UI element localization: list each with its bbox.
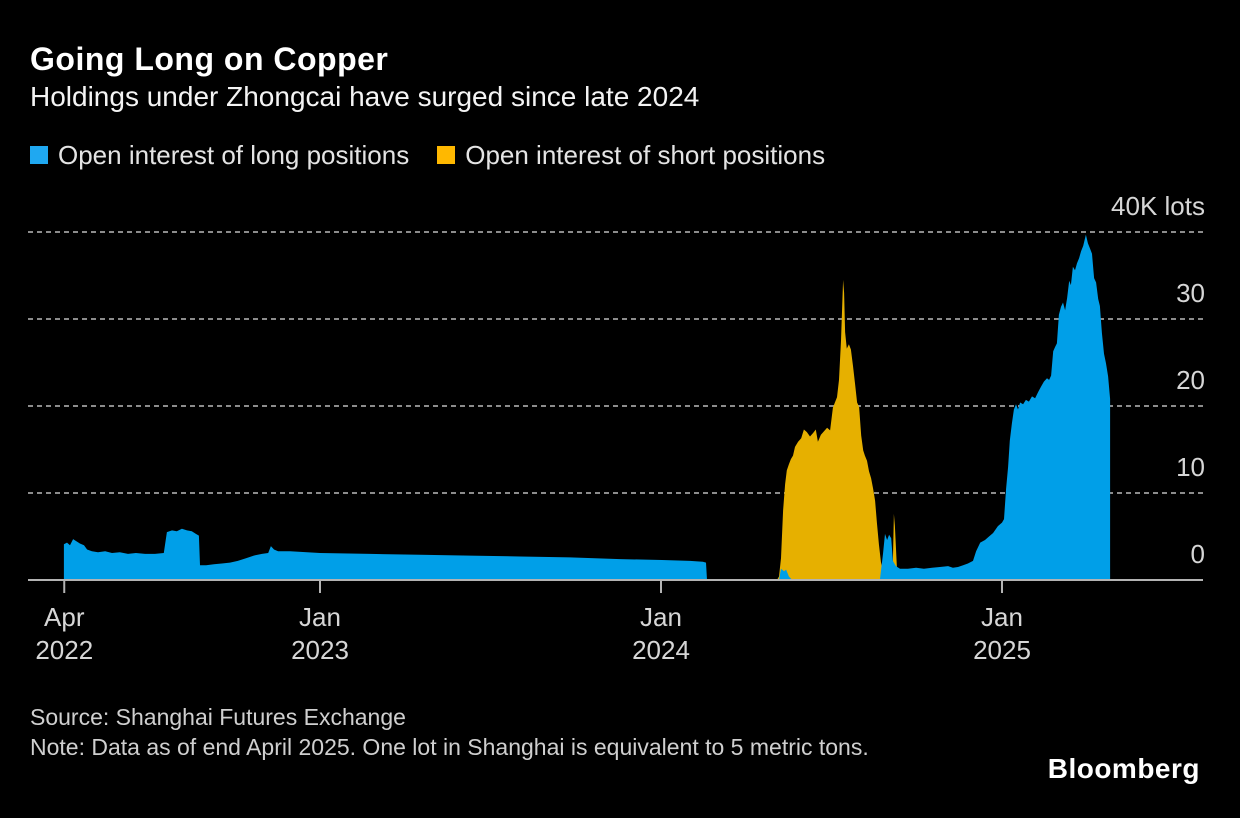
legend-item-long: Open interest of long positions (30, 142, 409, 168)
legend-item-short: Open interest of short positions (437, 142, 825, 168)
x-tick-year: 2023 (291, 635, 349, 665)
x-tick-label: Jan 2025 (922, 601, 1082, 667)
x-tick-month: Jan (640, 602, 682, 632)
x-tick-year: 2024 (632, 635, 690, 665)
x-tick-label: Apr 2022 (0, 601, 144, 667)
x-tick-month: Jan (981, 602, 1023, 632)
data-note: Note: Data as of end April 2025. One lot… (30, 734, 869, 760)
legend-swatch-long-icon (30, 146, 48, 164)
x-tick-year: 2022 (35, 635, 94, 665)
x-tick-month: Jan (299, 602, 341, 632)
short-series-area (776, 279, 903, 580)
legend: Open interest of long positions Open int… (30, 142, 825, 168)
source-note: Source: Shanghai Futures Exchange (30, 704, 406, 730)
chart-title: Going Long on Copper (30, 41, 389, 77)
footer: Source: Shanghai Futures Exchange Note: … (30, 702, 869, 762)
x-tick-label: Jan 2024 (581, 601, 741, 667)
legend-label-long: Open interest of long positions (58, 140, 410, 170)
y-tick-label: 40K lots (1111, 191, 1205, 221)
y-tick-label: 20 (1176, 365, 1205, 395)
chart-subtitle: Holdings under Zhongcai have surged sinc… (30, 81, 700, 112)
y-tick-label: 10 (1176, 452, 1205, 482)
y-tick-label: 30 (1176, 278, 1205, 308)
y-tick-label: 0 (1190, 539, 1205, 569)
bloomberg-logo: Bloomberg (1047, 753, 1200, 784)
x-tick-label: Jan 2023 (240, 601, 400, 667)
legend-label-short: Open interest of short positions (465, 140, 826, 170)
long-series-area (63, 234, 1111, 580)
x-tick-month: Apr (44, 602, 85, 632)
legend-swatch-short-icon (437, 146, 456, 164)
x-tick-year: 2025 (973, 635, 1031, 665)
